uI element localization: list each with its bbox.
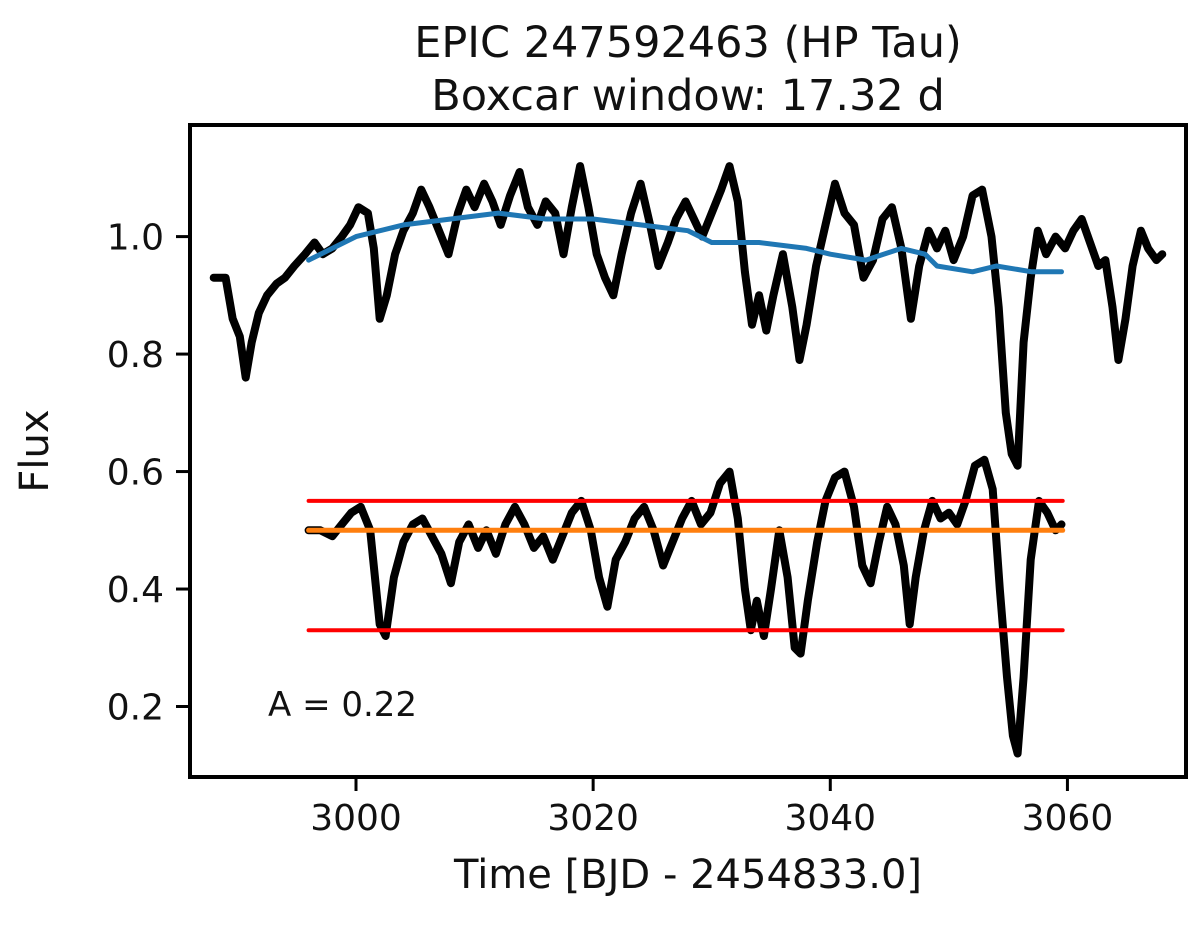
y-tick-label: 0.2 bbox=[107, 688, 164, 729]
x-tick-label: 3020 bbox=[547, 798, 639, 839]
x-tick-label: 3060 bbox=[1022, 798, 1114, 839]
x-axis-ticks: 3000 3020 3040 3060 bbox=[310, 777, 1113, 839]
y-tick-label: 0.8 bbox=[107, 335, 164, 376]
amplitude-annotation: A = 0.22 bbox=[268, 685, 417, 725]
plot-frame bbox=[188, 123, 1188, 779]
x-tick-label: 3000 bbox=[310, 798, 402, 839]
residual-light-curve-line bbox=[304, 455, 1066, 758]
raw-light-curve-line bbox=[209, 162, 1167, 470]
plot-area bbox=[209, 162, 1167, 758]
y-tick-label: 1.0 bbox=[107, 218, 164, 259]
y-tick-label: 0.6 bbox=[107, 453, 164, 494]
y-axis-label: Flux bbox=[12, 409, 58, 492]
x-axis-label: Time [BJD - 2454833.0] bbox=[453, 852, 922, 898]
x-tick-label: 3040 bbox=[784, 798, 876, 839]
boxcar-smoothed-line bbox=[306, 210, 1064, 275]
y-axis-ticks: 0.2 0.4 0.6 0.8 1.0 bbox=[107, 218, 190, 729]
chart-title-line-1: EPIC 247592463 (HP Tau) bbox=[414, 18, 962, 68]
y-tick-label: 0.4 bbox=[107, 570, 164, 611]
chart-title-line-2: Boxcar window: 17.32 d bbox=[431, 71, 945, 121]
